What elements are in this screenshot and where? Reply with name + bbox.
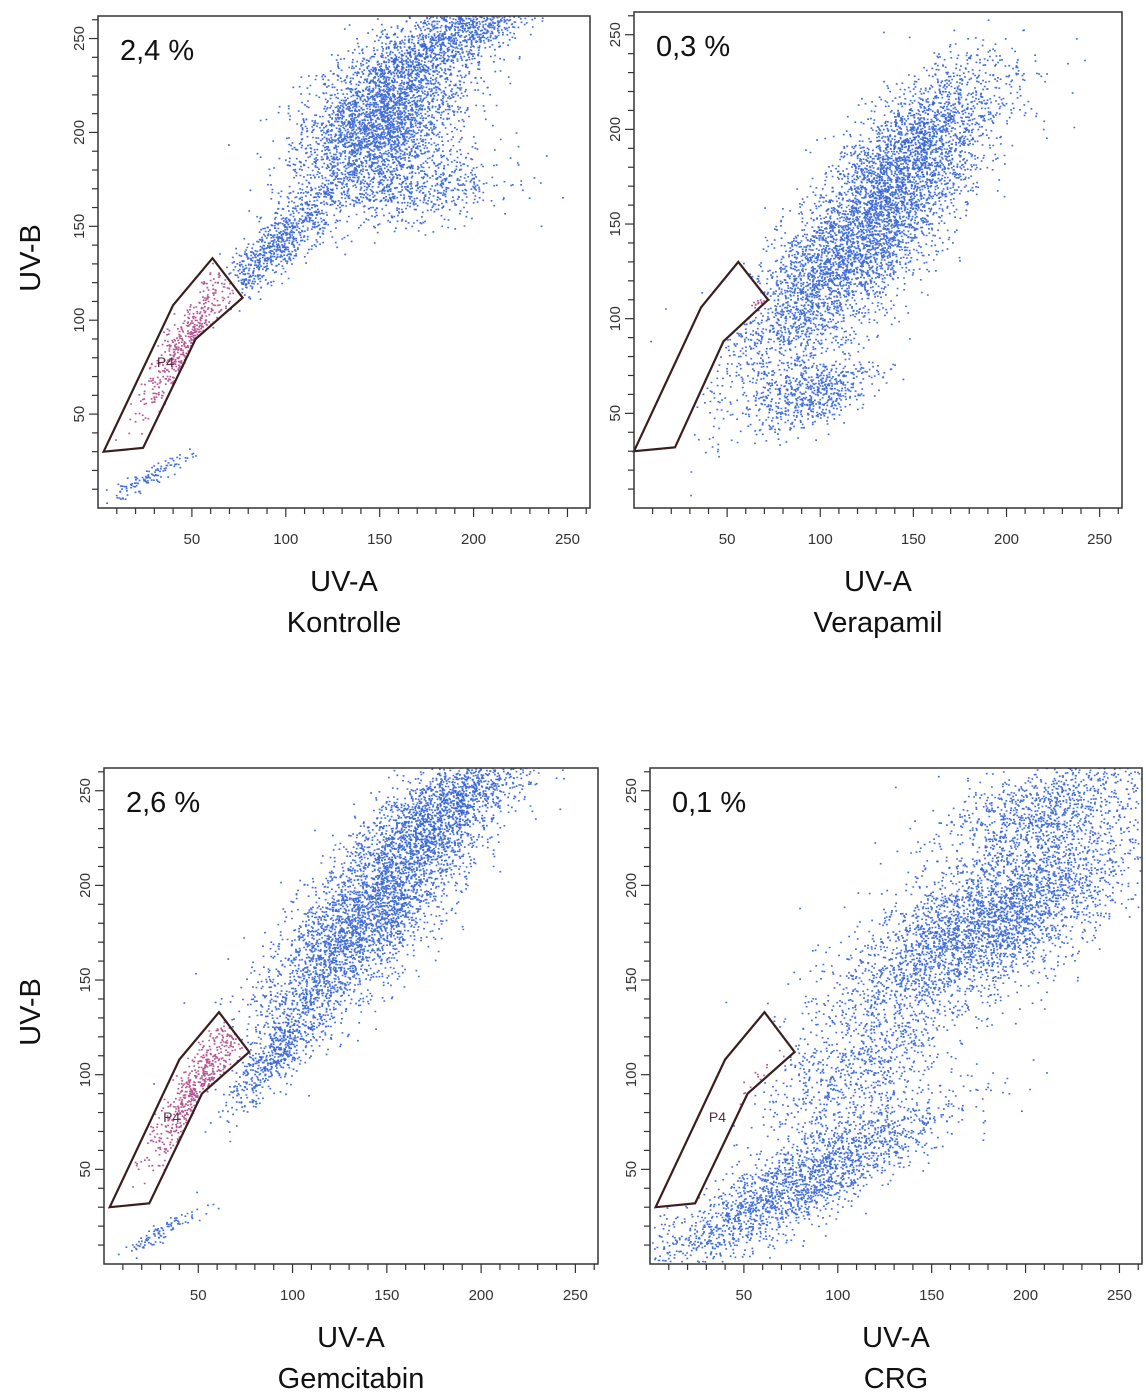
condition-label: Kontrolle [287, 607, 401, 639]
y-tick-label: 200 [623, 873, 640, 898]
y-tick-label: 150 [77, 967, 94, 992]
event-dots [117, 768, 565, 1259]
y-tick-label: 150 [71, 214, 88, 239]
y-tick-label: 100 [77, 1062, 94, 1087]
x-tick-label: 150 [367, 531, 392, 548]
event-cloud-1 [780, 19, 1043, 264]
gate-p4 [101, 256, 245, 453]
event-cloud-1 [299, 768, 565, 918]
panel-crg: P4 50 100 150 200 250 50 100 150 200 250 0,1 % UV-A C… [623, 767, 1143, 1395]
y-tick-label: 100 [607, 306, 624, 331]
event-cloud-1 [874, 768, 1142, 892]
y-tick-label: 50 [77, 1161, 94, 1178]
event-dots [105, 16, 564, 504]
y-tick-label: 200 [607, 117, 624, 142]
x-tick-label: 200 [1013, 1287, 1038, 1304]
event-cloud-2 [313, 129, 564, 256]
y-tick-label: 250 [71, 26, 88, 51]
y-tick-label: 250 [607, 22, 624, 47]
panel-kontrolle: P4 50 100 150 200 250 50 100 150 200 250 2,4 % UV-A K… [71, 15, 591, 639]
gate-p4 [107, 1010, 251, 1209]
gated-events [132, 1019, 243, 1188]
gate-label: P4 [709, 1109, 726, 1125]
x-tick-label: 250 [555, 531, 580, 548]
y-tick-label: 250 [77, 778, 94, 803]
gated-events [739, 1049, 785, 1110]
event-dots [651, 768, 1142, 1263]
y-tick-label: 50 [623, 1161, 640, 1178]
x-tick-label: 250 [1107, 1287, 1132, 1304]
x-tick-label: 250 [1087, 531, 1112, 548]
x-tick-label: 150 [901, 531, 926, 548]
x-axis-label: UV-A [844, 566, 912, 598]
gate-p4 [632, 260, 770, 453]
x-axis-label: UV-A [317, 1322, 385, 1354]
x-tick-label: 100 [273, 531, 298, 548]
event-cloud-3 [733, 933, 1063, 1228]
y-tick-label: 50 [607, 405, 624, 422]
event-cloud-4 [105, 448, 197, 504]
percent-label: 0,1 % [672, 787, 746, 819]
plot-frame [633, 11, 1123, 509]
event-cloud-1 [292, 16, 544, 140]
event-cloud-2 [204, 959, 345, 1133]
y-tick-label: 50 [71, 406, 88, 423]
y-tick-label: 100 [71, 308, 88, 333]
row1-y-axis-label: UV-B [15, 224, 47, 292]
x-tick-label: 100 [808, 531, 833, 548]
scatter-panels: P4 50 100 150 200 250 50 100 150 200 250 2,4 % UV-A K… [71, 11, 1143, 1395]
event-cloud-3 [212, 167, 351, 329]
x-tick-label: 150 [374, 1287, 399, 1304]
x-tick-label: 50 [736, 1287, 753, 1304]
x-tick-label: 50 [719, 531, 736, 548]
x-tick-label: 100 [825, 1287, 850, 1304]
row2-y-axis-label: UV-B [15, 978, 47, 1046]
panel-gemcitabin: P4 50 100 150 200 250 50 100 150 200 250 2,6 % UV-A G… [77, 767, 599, 1395]
condition-label: Gemcitabin [278, 1363, 425, 1395]
plot-frame [649, 767, 1143, 1265]
event-cloud-3 [117, 1191, 220, 1259]
x-tick-label: 50 [184, 531, 201, 548]
event-dots [650, 19, 1086, 497]
percent-label: 0,3 % [656, 31, 730, 63]
x-tick-label: 250 [563, 1287, 588, 1304]
x-tick-label: 50 [190, 1287, 207, 1304]
percent-label: 2,4 % [120, 35, 194, 67]
y-tick-label: 150 [623, 967, 640, 992]
event-cloud-0 [650, 29, 1086, 497]
x-tick-label: 200 [994, 531, 1019, 548]
event-cloud-2 [709, 338, 911, 446]
y-tick-label: 150 [607, 211, 624, 236]
gate-label: P4 [157, 354, 174, 370]
plot-frame [103, 767, 599, 1265]
condition-label: Verapamil [814, 607, 943, 639]
y-tick-label: 200 [77, 873, 94, 898]
x-tick-label: 150 [919, 1287, 944, 1304]
x-axis-label: UV-A [862, 1322, 930, 1354]
y-tick-label: 250 [623, 778, 640, 803]
y-tick-label: 100 [623, 1062, 640, 1087]
event-cloud-0 [153, 768, 562, 1143]
x-axis-label: UV-A [310, 566, 378, 598]
x-tick-label: 200 [469, 1287, 494, 1304]
percent-label: 2,6 % [126, 787, 200, 819]
gate-label: P4 [163, 1109, 180, 1125]
plot-frame [97, 15, 591, 509]
panel-verapamil: 50 100 150 200 250 50 100 150 200 250 0,3 % UV-A Ver… [607, 11, 1123, 639]
gated-events [115, 262, 235, 441]
x-tick-label: 100 [280, 1287, 305, 1304]
x-tick-label: 200 [461, 531, 486, 548]
condition-label: CRG [864, 1363, 928, 1395]
gate-p4 [653, 1010, 797, 1209]
event-cloud-2 [651, 1039, 1048, 1263]
y-tick-label: 200 [71, 120, 88, 145]
event-cloud-0 [725, 773, 1142, 1096]
